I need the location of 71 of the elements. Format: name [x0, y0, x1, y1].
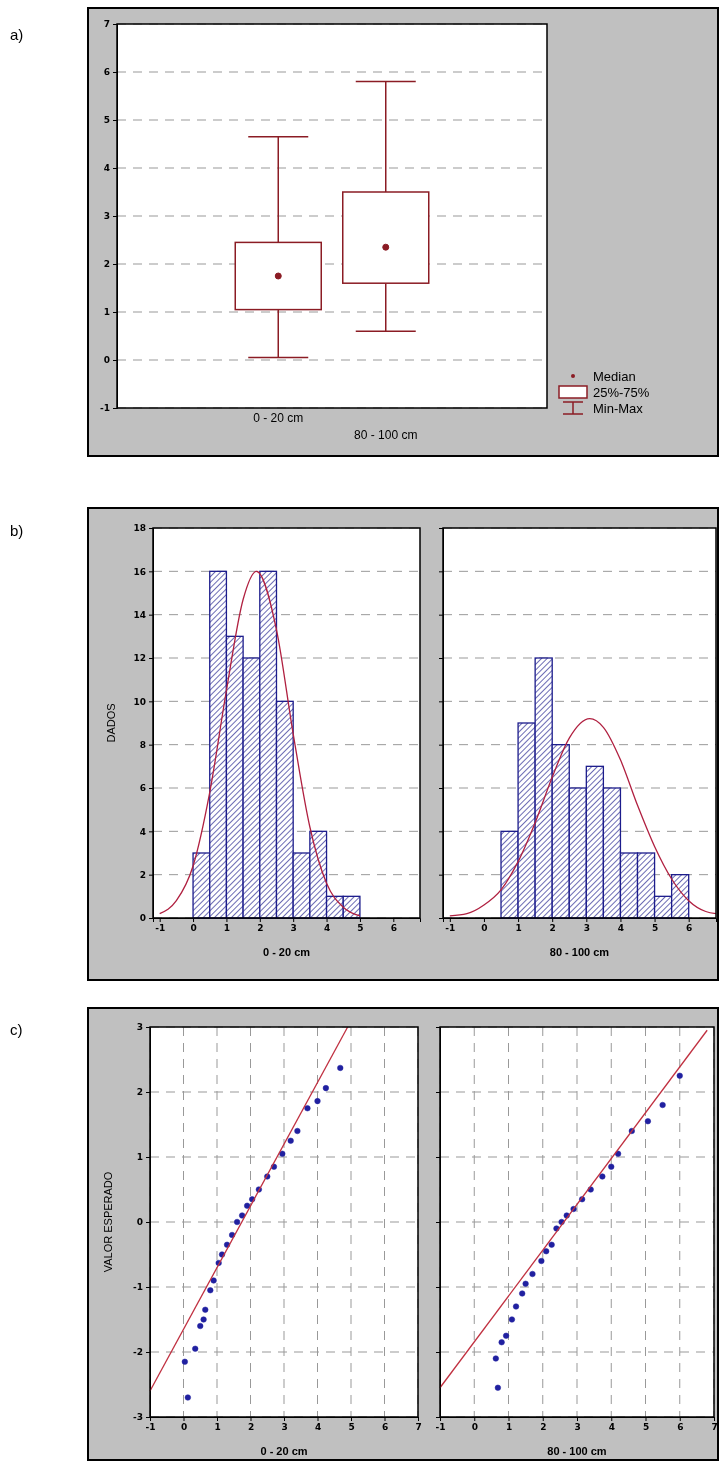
y-tick-label: 10	[133, 696, 146, 707]
text: Median	[593, 369, 636, 384]
x-tick-label: 7	[711, 1422, 718, 1433]
y-tick-label: -2	[133, 1347, 143, 1358]
x-axis-title: 80 - 100 cm	[549, 946, 610, 958]
x-tick-label: 5	[357, 923, 364, 934]
y-axis-title: VALOR ESPERADO	[102, 1171, 114, 1273]
y-tick-label: 3	[103, 211, 110, 222]
y-tick-label: -1	[100, 403, 110, 414]
y-tick-label: 0	[103, 355, 110, 366]
x-tick-label: 1	[223, 923, 231, 934]
x-tick-label: 4	[617, 923, 625, 934]
y-tick-label: 12	[133, 653, 146, 664]
x-axis-title: 0 - 20 cm	[262, 946, 311, 958]
x-tick-label: 3	[583, 923, 590, 934]
y-tick-label: -3	[133, 1412, 143, 1423]
y-tick-label: 4	[139, 826, 146, 837]
y-tick-label: 8	[139, 740, 146, 751]
y-tick-label: 0	[136, 1217, 143, 1228]
x-tick-label: -1	[155, 923, 166, 934]
y-tick-label: 5	[103, 115, 110, 126]
x-tick-label: 3	[281, 1422, 288, 1433]
x-tick-label: 0	[481, 923, 488, 934]
y-tick-label: 4	[103, 163, 110, 174]
x-tick-label: 5	[651, 923, 659, 934]
y-tick-label: 6	[139, 783, 146, 794]
text: c)	[10, 1021, 23, 1038]
chart-title: a)	[10, 26, 24, 43]
x-tick-label: 6	[686, 923, 693, 934]
x-tick-label: 5	[348, 1422, 355, 1433]
x-tick-label: 2	[540, 1422, 547, 1433]
y-tick-label: 16	[133, 566, 146, 577]
x-tick-label: 4	[608, 1422, 615, 1433]
x-axis-title: 80 - 100 cm	[547, 1445, 607, 1457]
x-tick-label: -1	[435, 1422, 446, 1433]
y-tick-label: 6	[103, 67, 110, 78]
y-tick-label: 18	[133, 523, 146, 534]
y-tick-label: 1	[103, 307, 110, 318]
x-tick-label: 6	[390, 923, 397, 934]
x-tick-label: 3	[574, 1422, 581, 1433]
x-tick-label: 1	[515, 923, 522, 934]
x-tick-label: 4	[314, 1422, 322, 1433]
y-tick-label: 1	[136, 1152, 143, 1163]
x-tick-label: 3	[290, 923, 297, 934]
x-tick-label: 2	[549, 923, 556, 934]
x-tick-label: 7	[415, 1422, 422, 1433]
x-tick-label: 1	[505, 1422, 513, 1433]
x-tick-label: 0	[471, 1422, 478, 1433]
y-tick-label: 14	[133, 610, 146, 621]
x-tick-label: 6	[677, 1422, 684, 1433]
x-tick-label: 2	[247, 1422, 255, 1433]
y-tick-label: 2	[103, 259, 110, 270]
x-tick-label: 0	[190, 923, 197, 934]
text: b)	[10, 522, 24, 539]
y-axis-title: DADOS	[105, 703, 117, 743]
y-tick-label: 2	[139, 870, 146, 881]
y-tick-label: 3	[136, 1022, 143, 1033]
y-tick-label: 7	[103, 19, 110, 30]
y-tick-label: -1	[133, 1282, 143, 1293]
x-tick-label: 5	[642, 1422, 650, 1433]
x-tick-label: 4	[323, 923, 331, 934]
x-tick-label: -1	[445, 923, 456, 934]
x-tick-label: 0	[180, 1422, 188, 1433]
text: 25%-75%	[593, 385, 650, 400]
x-tick-label: 1	[214, 1422, 221, 1433]
text: Min-Max	[593, 401, 644, 416]
x-tick-label: 6	[381, 1422, 389, 1433]
x-tick-label: 2	[257, 923, 264, 934]
y-tick-label: 0	[139, 913, 146, 924]
y-tick-label: 2	[136, 1087, 143, 1098]
x-axis-title: 0 - 20 cm	[260, 1445, 308, 1457]
